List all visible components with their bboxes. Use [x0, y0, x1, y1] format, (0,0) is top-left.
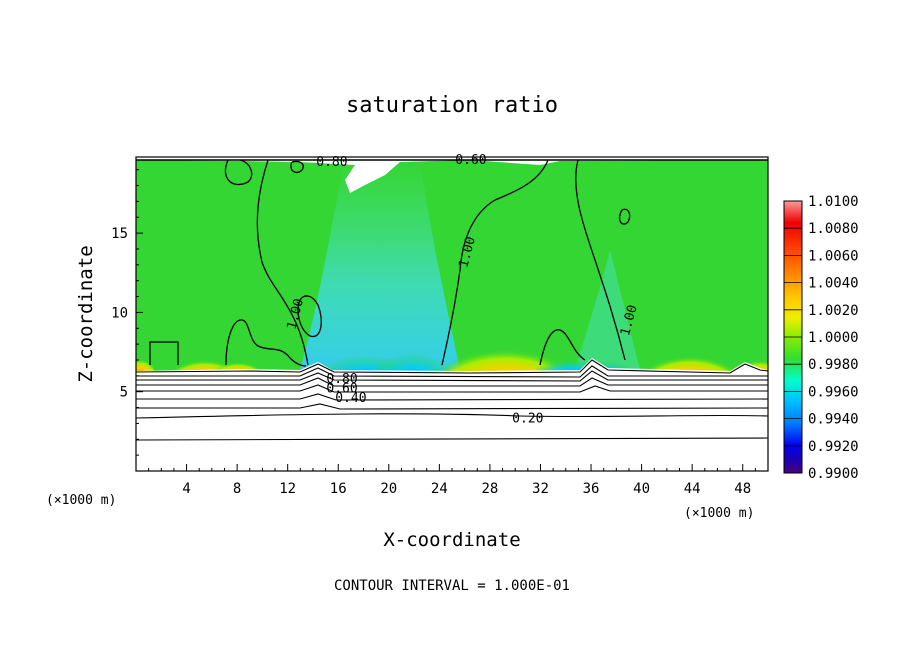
x-tick-label: 36 [583, 481, 600, 497]
contour-label: 0.60 [326, 382, 357, 397]
chart-title: saturation ratio [346, 93, 558, 118]
x-tick-label: 48 [734, 481, 751, 497]
x-tick-label: 8 [233, 481, 241, 497]
colorbar-label: 1.0080 [808, 221, 859, 237]
contour-1.00-mid [441, 159, 549, 366]
x-tick-label: 20 [380, 481, 397, 497]
contour-1.00-left [256, 159, 309, 366]
contour-label: 0.20 [512, 412, 543, 427]
x-tick-label: 28 [481, 481, 498, 497]
contour-interval-note: CONTOUR INTERVAL = 1.000E-01 [334, 578, 570, 594]
contour-label: 0.60 [455, 153, 486, 168]
contour-1.00-small-loop [618, 208, 631, 225]
contour-0.10 [135, 437, 769, 441]
y-tick-label: 5 [120, 385, 128, 401]
contour-1.00-blob-left [224, 159, 253, 186]
contour-0.90 [135, 359, 769, 374]
x-tick-label: 12 [279, 481, 296, 497]
contour-0.30 [136, 403, 769, 410]
contour-1.00-wisp [290, 160, 304, 174]
colorbar-label: 1.0000 [808, 330, 859, 346]
colorbar-label: 0.9900 [808, 466, 859, 482]
colorbar-label: 1.0100 [808, 194, 859, 210]
contour-label: 0.80 [326, 372, 357, 387]
colorbar-label: 1.0020 [808, 303, 859, 319]
x-tick-label: 44 [684, 481, 701, 497]
contour-0.20 [135, 413, 769, 419]
contour-1.00-box [149, 341, 179, 365]
x-unit-label-right: (×1000 m) [684, 506, 754, 521]
colorbar-label: 0.9920 [808, 439, 859, 455]
x-tick-label: 4 [182, 481, 190, 497]
colorbar-label: 0.9940 [808, 412, 859, 428]
x-tick-label: 32 [532, 481, 549, 497]
x-tick-label: 24 [431, 481, 448, 497]
x-axis-label: X-coordinate [383, 529, 520, 551]
contour-0.40 [136, 393, 769, 401]
y-axis: 5 10 15 [111, 169, 143, 456]
colorbar-label: 0.9980 [808, 357, 859, 373]
y-tick-label: 15 [111, 226, 128, 242]
x-tick-label: 40 [633, 481, 650, 497]
contour-1.00-loop-left [297, 295, 322, 338]
colorbar-labels: 1.0100 1.0080 1.0060 1.0040 1.0020 1.0000 0.99… [784, 194, 859, 482]
colorbar-label: 0.9960 [808, 384, 859, 400]
blue-plume [300, 160, 460, 370]
cyan-tongue-right [575, 250, 640, 370]
contour-1.00-bump-right [539, 329, 586, 366]
contour-0.80 [136, 365, 768, 378]
y-axis-label: Z-coordinate [75, 245, 97, 382]
contour-lines [135, 159, 769, 441]
y-tick-label: 10 [111, 305, 128, 321]
colorbar: 1.0100 1.0080 1.0060 1.0040 1.0020 1.0000 0.99… [783, 194, 859, 482]
contour-0.70 [136, 370, 768, 382]
x-unit-label-left: (×1000 m) [46, 493, 116, 508]
contour-0.60 [136, 377, 768, 387]
x-axis: 4 8 12 16 20 24 28 32 36 40 44 48 [148, 464, 756, 497]
contour-1.00-bump-left [225, 319, 307, 367]
contour-label: 0.40 [335, 391, 366, 406]
plot-field [136, 157, 768, 471]
colorbar-label: 1.0060 [808, 248, 859, 264]
x-tick-label: 16 [330, 481, 347, 497]
contour-0.50 [136, 384, 768, 393]
colorbar-label: 1.0040 [808, 276, 859, 292]
contour-1.00-right [575, 159, 626, 361]
contour-label: 0.80 [316, 155, 347, 170]
